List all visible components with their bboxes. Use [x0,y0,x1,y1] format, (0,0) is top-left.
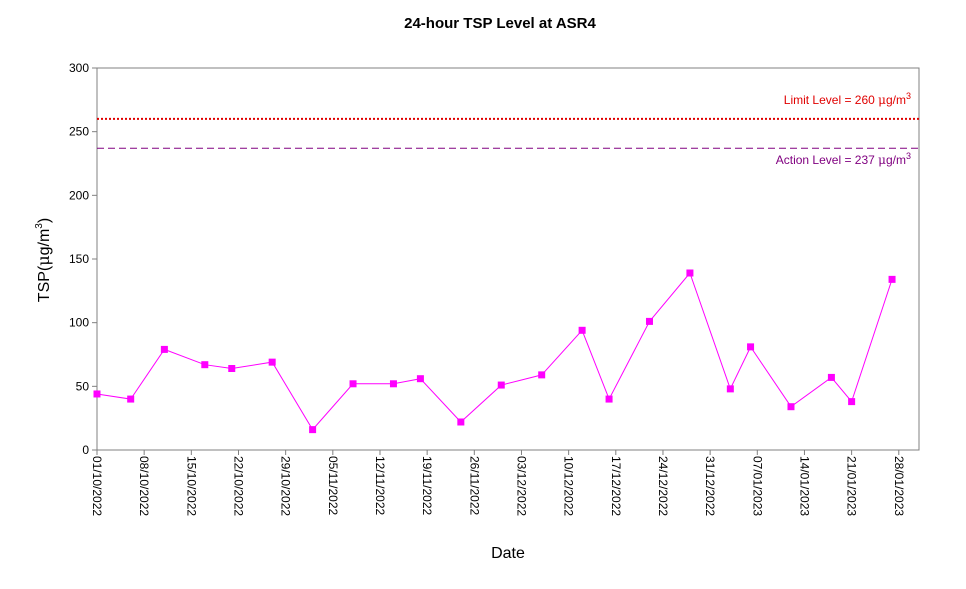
x-tick-label: 15/10/2022 [184,456,198,516]
data-point [726,385,734,393]
y-axis-label-close: ) [36,218,53,223]
y-tick-label: 50 [76,379,90,393]
y-tick-label: 250 [69,125,89,139]
reference-label-text: Limit Level = 260 [784,93,878,107]
data-point [268,358,276,366]
x-tick-label: 10/12/2022 [562,456,576,516]
data-point [848,398,856,406]
data-point [605,395,613,403]
plot-area [96,67,920,451]
series-group [93,269,896,434]
x-tick-label: 29/10/2022 [279,456,293,516]
reference-label-exp: 3 [906,91,911,101]
data-point [228,365,236,373]
y-tick-label: 300 [69,61,89,75]
y-axis-label: TSP(μg/m3) [34,218,53,302]
reference-label-unit: g/m [886,153,906,167]
series-line [96,272,893,431]
x-tick-label: 17/12/2022 [609,456,623,516]
reference-label-unit: g/m [886,93,906,107]
reference-label-0: Limit Level = 260 μg/m3 [784,91,911,107]
data-point [127,395,135,403]
data-point [538,371,546,379]
chart-title: 24-hour TSP Level at ASR4 [404,15,596,32]
data-point [686,269,694,277]
y-axis-label-main: TSP( [36,265,53,302]
x-tick-label: 31/12/2022 [703,456,717,516]
x-tick-label: 03/12/2022 [514,456,528,516]
y-axis: 0 50 100 150 200 250 300 [69,61,97,457]
x-tick-label: 24/12/2022 [656,456,670,516]
data-point [497,381,505,389]
data-point [160,345,168,353]
data-point [309,426,317,434]
reference-label-exp: 3 [906,151,911,161]
x-tick-label: 19/11/2022 [420,456,434,515]
y-axis-label-exp: 3 [34,223,45,229]
data-point [93,390,101,398]
data-point [787,403,795,411]
x-axis: 01/10/2022 08/10/2022 15/10/2022 22/10/2022… [90,450,906,516]
data-point [578,326,586,334]
data-point [888,275,896,283]
y-tick-label: 0 [82,443,89,457]
y-tick-label: 200 [69,188,89,202]
x-tick-label: 08/10/2022 [137,456,151,516]
x-tick-label: 05/11/2022 [326,456,340,515]
data-point [457,418,465,426]
data-point [747,343,755,351]
x-tick-label: 12/11/2022 [373,456,387,515]
reference-label-mu: μ [878,153,886,167]
y-axis-label-mu: μ [34,255,53,265]
data-point [389,380,397,388]
x-axis-label: Date [491,545,525,562]
data-point [645,317,653,325]
x-tick-label: 28/01/2023 [892,456,906,516]
data-point [349,380,357,388]
data-point [416,375,424,383]
data-point [201,361,209,369]
x-tick-label: 22/10/2022 [231,456,245,516]
reference-label-1: Action Level = 237 μg/m3 [776,151,911,167]
y-tick-label: 100 [69,316,89,330]
x-tick-label: 14/01/2023 [797,456,811,516]
reference-label-mu: μ [878,93,886,107]
y-axis-label-unit: g/m [36,229,53,256]
y-tick-label: 150 [69,252,89,266]
x-tick-label: 21/01/2023 [845,456,859,516]
data-point [827,373,835,381]
x-tick-label: 01/10/2022 [90,456,104,516]
x-tick-label: 07/01/2023 [750,456,764,516]
x-tick-label: 26/11/2022 [467,456,481,515]
reference-label-text: Action Level = 237 [776,153,878,167]
